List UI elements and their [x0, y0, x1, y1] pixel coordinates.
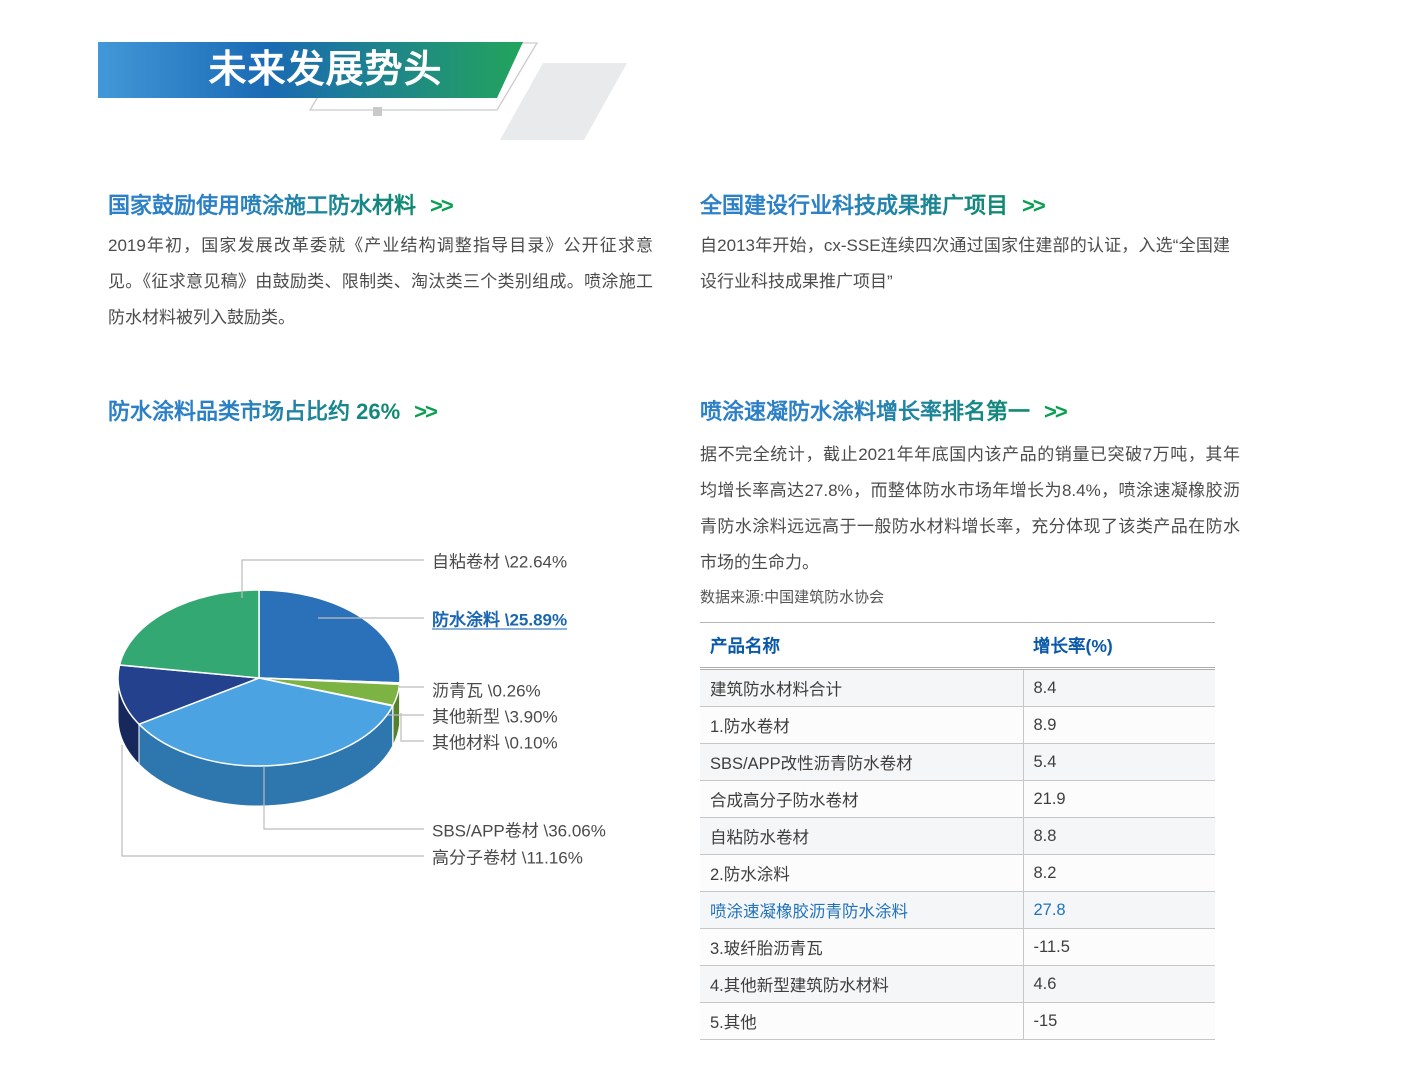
- table-row: 建筑防水材料合计 8.4: [700, 668, 1215, 707]
- double-chevron-icon[interactable]: >>: [430, 193, 454, 218]
- product-name-cell: SBS/APP改性沥青防水卷材: [700, 743, 1024, 781]
- growth-rate-cell: -15: [1023, 1002, 1215, 1040]
- pie-label-liqingwa: 沥青瓦 \0.26%: [432, 681, 541, 701]
- leader-lines: [121, 559, 424, 857]
- table-row: 4.其他新型建筑防水材料 4.6: [700, 965, 1215, 1003]
- section-market-share: 防水涂料品类市场占比约 26% >>: [108, 394, 438, 426]
- pie-label-fangshuituliao[interactable]: 防水涂料 \25.89%: [432, 610, 568, 630]
- leader-line: [241, 559, 424, 598]
- growth-rate-cell: 8.9: [1023, 706, 1215, 744]
- table-row: 2.防水涂料 8.2: [700, 854, 1215, 892]
- pie-label-gaofenzi: 高分子卷材 \11.16%: [432, 848, 583, 868]
- pie-label-zinian: 自粘卷材 \22.64%: [432, 552, 568, 572]
- section-growth-ranking: 喷涂速凝防水涂料增长率排名第一 >>: [700, 394, 1068, 426]
- section-title: 喷涂速凝防水涂料增长率排名第一: [700, 399, 1031, 424]
- section-title: 国家鼓励使用喷涂施工防水材料: [108, 193, 417, 218]
- pie-label-qitaxinxing: 其他新型 \3.90%: [432, 707, 558, 727]
- product-name-cell: 2.防水涂料: [700, 854, 1024, 892]
- growth-rate-cell: 27.8: [1023, 891, 1215, 929]
- product-name-cell: 1.防水卷材: [700, 706, 1024, 744]
- banner-title: 未来发展势头: [208, 49, 443, 91]
- banner-shadow-shape: [500, 63, 627, 140]
- double-chevron-icon[interactable]: >>: [414, 399, 438, 424]
- table-row: 1.防水卷材 8.9: [700, 706, 1215, 744]
- double-chevron-icon[interactable]: >>: [1022, 193, 1046, 218]
- product-name-cell: 建筑防水材料合计: [700, 668, 1024, 707]
- growth-table: 产品名称 增长率(%) 建筑防水材料合计 8.4 1.防水卷材 8.9 SBS/APP改…: [700, 622, 1215, 1040]
- growth-rate-cell: -11.5: [1023, 928, 1215, 966]
- table-row: 喷涂速凝橡胶沥青防水涂料 27.8: [700, 891, 1215, 929]
- section-body: 2019年初，国家发展改革委就《产业结构调整指导目录》公开征求意见。《征求意见稿…: [108, 236, 653, 327]
- table-row: 5.其他 -15: [700, 1002, 1215, 1040]
- table-row: 3.玻纤胎沥青瓦 -11.5: [700, 928, 1215, 966]
- section-body: 据不完全统计，截止2021年年底国内该产品的销量已突破7万吨，其年均增长率高达2…: [700, 445, 1240, 572]
- product-name-cell: 3.玻纤胎沥青瓦: [700, 928, 1024, 966]
- banner-ribbon: [98, 42, 523, 98]
- pie-3d: [117, 589, 401, 807]
- banner-decoration: [98, 42, 627, 140]
- leader-line: [263, 766, 424, 830]
- double-chevron-icon[interactable]: >>: [1044, 399, 1068, 424]
- growth-table-wrap: 产品名称 增长率(%) 建筑防水材料合计 8.4 1.防水卷材 8.9 SBS/APP改…: [700, 622, 1215, 1040]
- pie-chart-svg: [117, 559, 424, 857]
- section-title: 全国建设行业科技成果推广项目: [700, 193, 1009, 218]
- product-name-cell: 自粘防水卷材: [700, 817, 1024, 855]
- section-title: 防水涂料品类市场占比约 26%: [108, 399, 401, 424]
- section-body: 自2013年开始，cx-SSE连续四次通过国家住建部的认证，入选“全国建设行业科…: [700, 236, 1230, 291]
- product-name-cell: 合成高分子防水卷材: [700, 780, 1024, 818]
- product-name-cell: 喷涂速凝橡胶沥青防水涂料: [700, 891, 1024, 929]
- growth-rate-cell: 4.6: [1023, 965, 1215, 1003]
- section-national-policy: 国家鼓励使用喷涂施工防水材料 >>: [108, 188, 454, 220]
- growth-rate-cell: 5.4: [1023, 743, 1215, 781]
- table-row: SBS/APP改性沥青防水卷材 5.4: [700, 743, 1215, 781]
- pie-label-qitacailiao: 其他材料 \0.10%: [432, 733, 558, 753]
- product-name-cell: 4.其他新型建筑防水材料: [700, 965, 1024, 1003]
- leader-line: [121, 745, 424, 857]
- growth-rate-cell: 21.9: [1023, 780, 1215, 818]
- table-header-product: 产品名称: [700, 622, 1023, 670]
- pie-label-sbs-app: SBS/APP卷材 \36.06%: [432, 821, 606, 841]
- leader-line: [400, 713, 424, 742]
- banner-square-dot: [373, 107, 382, 116]
- table-header-rate: 增长率(%): [1023, 622, 1215, 670]
- growth-rate-cell: 8.4: [1023, 668, 1215, 707]
- growth-rate-cell: 8.2: [1023, 854, 1215, 892]
- section-national-promotion: 全国建设行业科技成果推广项目 >>: [700, 188, 1046, 220]
- table-header-row: 产品名称 增长率(%): [700, 622, 1215, 670]
- product-name-cell: 5.其他: [700, 1002, 1024, 1040]
- data-source-note: 数据来源:中国建筑防水协会: [700, 589, 885, 606]
- growth-rate-cell: 8.8: [1023, 817, 1215, 855]
- table-row: 合成高分子防水卷材 21.9: [700, 780, 1215, 818]
- table-row: 自粘防水卷材 8.8: [700, 817, 1215, 855]
